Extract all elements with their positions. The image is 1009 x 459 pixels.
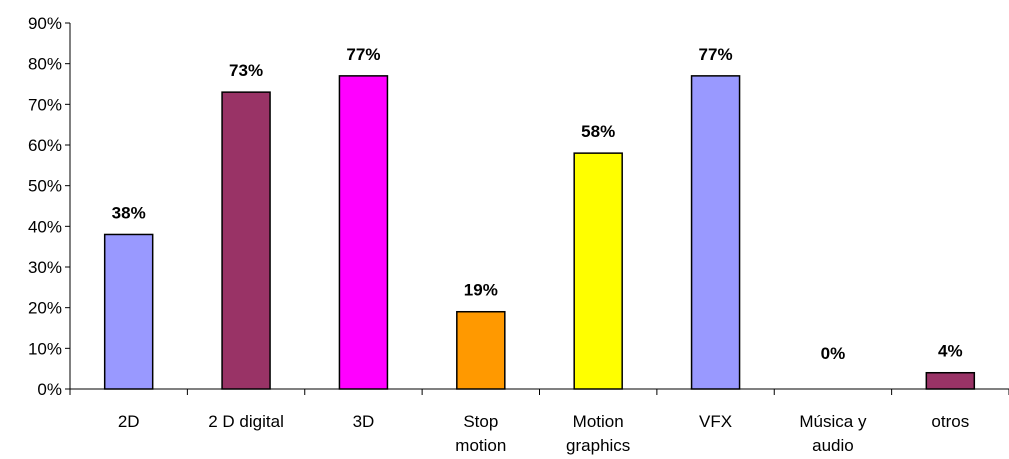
y-tick-label: 10%: [28, 339, 62, 358]
data-label: 0%: [821, 344, 846, 363]
category-label: Stop: [463, 412, 498, 431]
y-tick-label: 20%: [28, 299, 62, 318]
category-labels-group: 2D 2 D digital 3D Stop motion Motion graphics V…: [118, 412, 969, 455]
bar-otros: [925, 371, 976, 390]
data-label: 58%: [581, 122, 615, 141]
y-tick-label: 30%: [28, 258, 62, 277]
data-label: 77%: [346, 45, 380, 64]
y-axis-ticks: 0% 10% 20% 30% 40% 50% 60% 70% 80% 90%: [28, 14, 71, 399]
y-tick-label: 40%: [28, 217, 62, 236]
category-label: 3D: [353, 412, 375, 431]
y-tick-label: 70%: [28, 95, 62, 114]
category-label: motion: [455, 436, 506, 455]
bar-vfx: [690, 75, 741, 390]
bar-3d: [338, 75, 389, 390]
bar-stop-motion: [456, 310, 506, 390]
bar-2-d-digital: [221, 91, 271, 390]
bar-2d: [103, 233, 154, 390]
y-tick-label: 60%: [28, 136, 62, 155]
category-label: Música y: [799, 412, 867, 431]
category-label: Motion: [573, 412, 624, 431]
category-label: 2 D digital: [208, 412, 284, 431]
category-label: graphics: [566, 436, 630, 455]
data-label: 4%: [938, 342, 963, 361]
y-tick-label: 90%: [28, 14, 62, 33]
data-label: 38%: [112, 203, 146, 222]
x-axis: [69, 388, 1009, 395]
category-label: 2D: [118, 412, 140, 431]
category-label: otros: [931, 412, 969, 431]
data-label: 19%: [464, 281, 498, 300]
category-label: audio: [812, 436, 854, 455]
y-tick-label: 80%: [28, 55, 62, 74]
bar-motion-graphics: [573, 152, 623, 390]
data-labels-group: 38% 73% 77% 19% 58% 77% 0% 4%: [112, 45, 963, 363]
y-tick-label: 50%: [28, 177, 62, 196]
y-tick-label: 0%: [37, 380, 62, 399]
data-label: 73%: [229, 61, 263, 80]
category-label: VFX: [699, 412, 732, 431]
bars-group: [103, 75, 976, 390]
data-label: 77%: [699, 45, 733, 64]
